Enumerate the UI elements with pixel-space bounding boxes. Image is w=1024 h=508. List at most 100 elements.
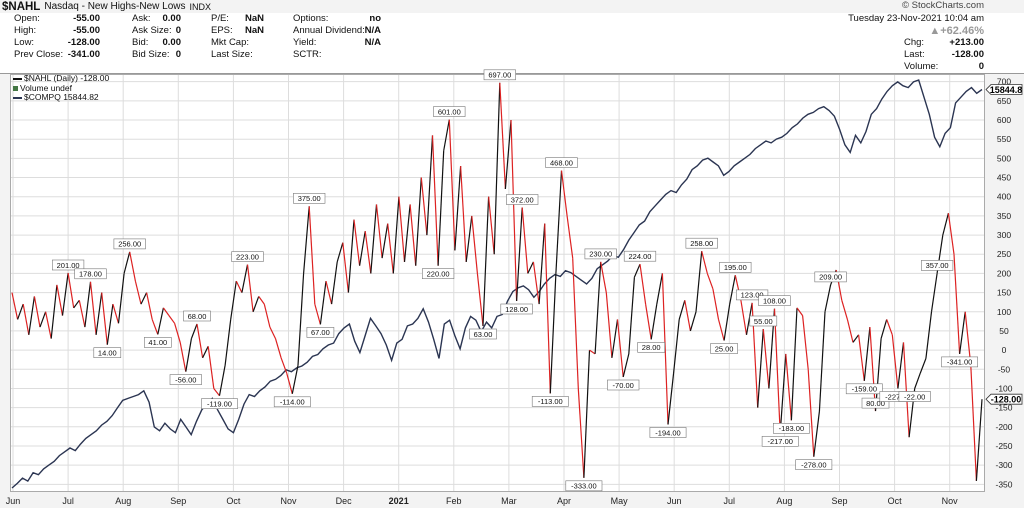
- nahl-segment: [493, 82, 501, 255]
- nahl-segment: [858, 334, 865, 381]
- data-label-box: [685, 237, 718, 249]
- data-label: -70.00: [607, 379, 640, 391]
- nahl-segment: [947, 213, 955, 255]
- nahl-segment: [258, 296, 265, 305]
- nahl-segment: [779, 353, 787, 434]
- x-tick-label: Jul: [724, 496, 736, 506]
- data-label-text: -159.00: [852, 385, 877, 394]
- data-label: -159.00: [845, 383, 883, 395]
- nahl-segment: [101, 292, 108, 345]
- data-label-box: [93, 347, 122, 359]
- data-label-box: [584, 248, 617, 260]
- x-tick-label: Nov: [942, 496, 959, 506]
- data-label: 224.00: [623, 250, 657, 262]
- nahl-segment: [914, 372, 921, 389]
- data-label-text: -114.00: [280, 398, 305, 407]
- y-tick-label: -250: [995, 441, 1012, 451]
- nahl-segment: [678, 300, 686, 320]
- nahl-segment: [241, 264, 249, 293]
- data-label: 375.00: [293, 193, 326, 204]
- legend-item-compq[interactable]: $COMPQ 15844.82: [13, 92, 109, 103]
- nahl-segment: [353, 219, 361, 266]
- data-label-text: 128.00: [505, 305, 528, 314]
- nahl-segment: [454, 165, 462, 251]
- data-label-box: [469, 328, 497, 340]
- nahl-segment: [633, 263, 641, 278]
- nahl-segment: [622, 353, 630, 378]
- x-tick-label: Feb: [446, 496, 462, 506]
- nahl-segment: [684, 300, 691, 332]
- nahl-segment: [420, 177, 428, 236]
- nahl-segment: [925, 311, 933, 359]
- data-label: -56.00: [169, 374, 202, 385]
- line-swatch-icon: [13, 96, 22, 99]
- nahl-segment: [964, 311, 972, 366]
- nahl-segment: [549, 273, 557, 394]
- nahl-segment: [745, 302, 753, 335]
- x-tick-label: Aug: [115, 496, 131, 506]
- nahl-segment: [975, 399, 983, 481]
- nahl-segment: [308, 206, 316, 305]
- nahl-segment: [650, 304, 658, 340]
- nahl-segment: [39, 311, 47, 328]
- x-tick-label: May: [611, 496, 629, 506]
- x-tick-label: Dec: [336, 496, 353, 506]
- y-tick-label: -100: [995, 383, 1012, 393]
- nahl-segment: [583, 350, 591, 478]
- data-label-text: -183.00: [779, 424, 804, 433]
- data-label: -22.00: [898, 391, 931, 402]
- quote-row: EPS: NaN: [211, 25, 264, 36]
- data-label-text: -217.00: [767, 437, 792, 446]
- quote-row: Ask Size: 0: [132, 25, 181, 36]
- data-label: -333.00: [565, 480, 603, 492]
- nahl-segment: [919, 358, 927, 374]
- symbol-label[interactable]: $NAHL: [2, 0, 41, 13]
- data-label-text: 108.00: [763, 297, 786, 306]
- nahl-segment: [689, 311, 697, 332]
- quote-row: Yield: N/A: [293, 37, 381, 48]
- nahl-segment: [61, 272, 69, 316]
- nahl-segment: [869, 327, 877, 412]
- nahl-segment: [841, 300, 848, 320]
- nahl-segment: [364, 231, 372, 274]
- quote-row: Last: -128.00: [904, 49, 984, 60]
- legend-item-volume[interactable]: Volume undef: [13, 83, 109, 94]
- legend-item-nahl[interactable]: $NAHL (Daily) -128.00: [13, 73, 109, 84]
- nahl-segment: [392, 196, 400, 274]
- data-label: -113.00: [531, 396, 569, 407]
- nahl-segment: [17, 303, 24, 320]
- data-label-text: 230.00: [589, 250, 612, 259]
- data-label-text: 28.00: [642, 343, 661, 352]
- data-label-text: 195.00: [724, 263, 747, 272]
- copyright-label[interactable]: © StockCharts.com: [902, 0, 984, 11]
- data-label-box: [306, 327, 335, 338]
- nahl-segment: [129, 251, 136, 282]
- data-label-text: 209.00: [819, 273, 842, 282]
- nahl-segment: [482, 196, 490, 327]
- quote-datetime: Tuesday 23-Nov-2021 10:04 am: [848, 13, 984, 24]
- nahl-segment: [437, 150, 445, 266]
- nahl-segment: [863, 327, 871, 381]
- nahl-segment: [336, 242, 344, 263]
- nahl-segment: [269, 326, 277, 339]
- nahl-segment: [460, 165, 467, 262]
- nahl-segment: [218, 365, 226, 396]
- data-label-text: 697.00: [488, 71, 511, 80]
- nahl-segment: [415, 177, 422, 266]
- data-label-box: [483, 69, 516, 81]
- nahl-segment: [168, 315, 176, 324]
- nahl-segment: [409, 204, 417, 266]
- nahl-segment: [112, 303, 120, 324]
- data-label: -119.00: [201, 398, 238, 410]
- nahl-segment: [95, 292, 103, 335]
- data-label: -217.00: [761, 435, 799, 447]
- data-label-box: [607, 379, 640, 391]
- y-tick-label: -150: [995, 403, 1012, 413]
- data-label-box: [710, 343, 738, 354]
- nahl-segment: [673, 319, 680, 374]
- nahl-segment: [897, 342, 905, 389]
- data-label-box: [814, 271, 847, 283]
- nahl-segment: [846, 319, 854, 343]
